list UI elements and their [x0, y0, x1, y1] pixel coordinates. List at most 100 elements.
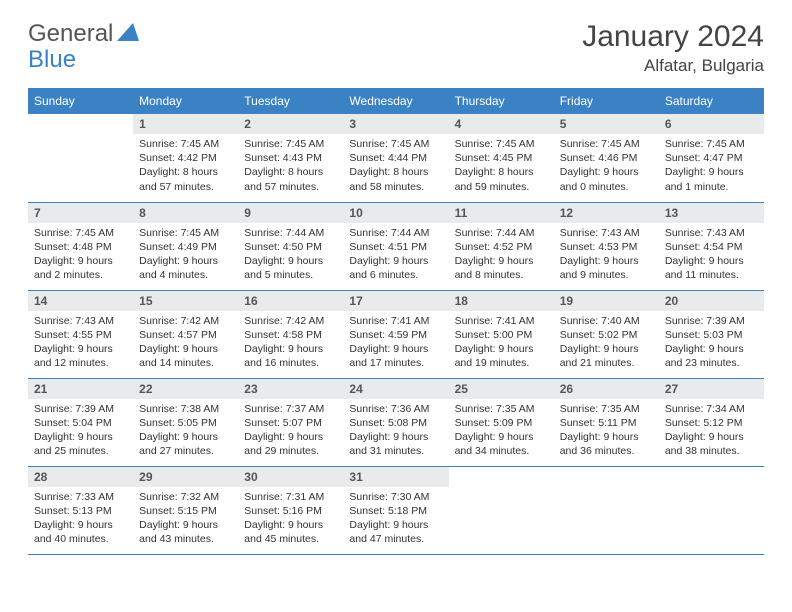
sunset-line: Sunset: 5:11 PM	[560, 416, 653, 430]
sunset-line: Sunset: 4:48 PM	[34, 240, 127, 254]
sunset-line: Sunset: 4:57 PM	[139, 328, 232, 342]
day-body: Sunrise: 7:36 AMSunset: 5:08 PMDaylight:…	[343, 399, 448, 465]
calendar-cell: 15Sunrise: 7:42 AMSunset: 4:57 PMDayligh…	[133, 290, 238, 378]
weekday-header: Sunday	[28, 88, 133, 114]
day-body: Sunrise: 7:43 AMSunset: 4:53 PMDaylight:…	[554, 223, 659, 289]
day-number: 7	[28, 203, 133, 223]
sunset-line: Sunset: 4:47 PM	[665, 151, 758, 165]
calendar-header-row: SundayMondayTuesdayWednesdayThursdayFrid…	[28, 88, 764, 114]
calendar-cell: 5Sunrise: 7:45 AMSunset: 4:46 PMDaylight…	[554, 114, 659, 202]
sunset-line: Sunset: 5:02 PM	[560, 328, 653, 342]
daylight-line: Daylight: 9 hours and 11 minutes.	[665, 254, 758, 282]
day-number: 14	[28, 291, 133, 311]
sunset-line: Sunset: 4:52 PM	[455, 240, 548, 254]
daylight-line: Daylight: 8 hours and 59 minutes.	[455, 165, 548, 193]
daylight-line: Daylight: 9 hours and 4 minutes.	[139, 254, 232, 282]
day-number: 29	[133, 467, 238, 487]
day-number: 4	[449, 114, 554, 134]
daylight-line: Daylight: 9 hours and 25 minutes.	[34, 430, 127, 458]
calendar-cell: 4Sunrise: 7:45 AMSunset: 4:45 PMDaylight…	[449, 114, 554, 202]
sunrise-line: Sunrise: 7:45 AM	[244, 137, 337, 151]
sunrise-line: Sunrise: 7:32 AM	[139, 490, 232, 504]
sunset-line: Sunset: 5:12 PM	[665, 416, 758, 430]
day-body: Sunrise: 7:41 AMSunset: 5:00 PMDaylight:…	[449, 311, 554, 377]
calendar-cell: 11Sunrise: 7:44 AMSunset: 4:52 PMDayligh…	[449, 202, 554, 290]
day-number: 30	[238, 467, 343, 487]
sunrise-line: Sunrise: 7:39 AM	[34, 402, 127, 416]
sunset-line: Sunset: 5:07 PM	[244, 416, 337, 430]
day-body: Sunrise: 7:45 AMSunset: 4:45 PMDaylight:…	[449, 134, 554, 200]
daylight-line: Daylight: 9 hours and 6 minutes.	[349, 254, 442, 282]
calendar-cell: 3Sunrise: 7:45 AMSunset: 4:44 PMDaylight…	[343, 114, 448, 202]
day-body: Sunrise: 7:31 AMSunset: 5:16 PMDaylight:…	[238, 487, 343, 553]
sunrise-line: Sunrise: 7:37 AM	[244, 402, 337, 416]
sunrise-line: Sunrise: 7:45 AM	[139, 137, 232, 151]
day-number: 18	[449, 291, 554, 311]
sunrise-line: Sunrise: 7:45 AM	[455, 137, 548, 151]
day-number: 31	[343, 467, 448, 487]
calendar-cell: 31Sunrise: 7:30 AMSunset: 5:18 PMDayligh…	[343, 466, 448, 554]
calendar-body: 1Sunrise: 7:45 AMSunset: 4:42 PMDaylight…	[28, 114, 764, 554]
title-block: January 2024 Alfatar, Bulgaria	[582, 20, 764, 76]
weekday-header: Tuesday	[238, 88, 343, 114]
calendar-cell: 8Sunrise: 7:45 AMSunset: 4:49 PMDaylight…	[133, 202, 238, 290]
calendar-cell: 2Sunrise: 7:45 AMSunset: 4:43 PMDaylight…	[238, 114, 343, 202]
sunrise-line: Sunrise: 7:44 AM	[455, 226, 548, 240]
sunset-line: Sunset: 5:08 PM	[349, 416, 442, 430]
day-body: Sunrise: 7:37 AMSunset: 5:07 PMDaylight:…	[238, 399, 343, 465]
calendar-row: 1Sunrise: 7:45 AMSunset: 4:42 PMDaylight…	[28, 114, 764, 202]
calendar-cell-empty	[28, 114, 133, 202]
sunset-line: Sunset: 5:03 PM	[665, 328, 758, 342]
sunset-line: Sunset: 5:18 PM	[349, 504, 442, 518]
calendar-cell: 30Sunrise: 7:31 AMSunset: 5:16 PMDayligh…	[238, 466, 343, 554]
weekday-header: Thursday	[449, 88, 554, 114]
header: General January 2024 Alfatar, Bulgaria	[28, 20, 764, 76]
calendar-cell: 16Sunrise: 7:42 AMSunset: 4:58 PMDayligh…	[238, 290, 343, 378]
sunrise-line: Sunrise: 7:44 AM	[244, 226, 337, 240]
daylight-line: Daylight: 9 hours and 23 minutes.	[665, 342, 758, 370]
day-number: 16	[238, 291, 343, 311]
day-number: 17	[343, 291, 448, 311]
weekday-header: Saturday	[659, 88, 764, 114]
daylight-line: Daylight: 9 hours and 0 minutes.	[560, 165, 653, 193]
day-number: 3	[343, 114, 448, 134]
day-body: Sunrise: 7:33 AMSunset: 5:13 PMDaylight:…	[28, 487, 133, 553]
day-body: Sunrise: 7:35 AMSunset: 5:09 PMDaylight:…	[449, 399, 554, 465]
sunrise-line: Sunrise: 7:45 AM	[665, 137, 758, 151]
day-body: Sunrise: 7:43 AMSunset: 4:54 PMDaylight:…	[659, 223, 764, 289]
day-number: 1	[133, 114, 238, 134]
calendar-cell: 14Sunrise: 7:43 AMSunset: 4:55 PMDayligh…	[28, 290, 133, 378]
day-number: 19	[554, 291, 659, 311]
sunrise-line: Sunrise: 7:43 AM	[34, 314, 127, 328]
calendar-cell: 27Sunrise: 7:34 AMSunset: 5:12 PMDayligh…	[659, 378, 764, 466]
sunrise-line: Sunrise: 7:35 AM	[560, 402, 653, 416]
day-number: 21	[28, 379, 133, 399]
sunset-line: Sunset: 4:51 PM	[349, 240, 442, 254]
day-body: Sunrise: 7:42 AMSunset: 4:58 PMDaylight:…	[238, 311, 343, 377]
daylight-line: Daylight: 9 hours and 31 minutes.	[349, 430, 442, 458]
sunset-line: Sunset: 5:05 PM	[139, 416, 232, 430]
day-number: 25	[449, 379, 554, 399]
daylight-line: Daylight: 9 hours and 27 minutes.	[139, 430, 232, 458]
day-body: Sunrise: 7:45 AMSunset: 4:46 PMDaylight:…	[554, 134, 659, 200]
sunrise-line: Sunrise: 7:45 AM	[34, 226, 127, 240]
day-body: Sunrise: 7:44 AMSunset: 4:51 PMDaylight:…	[343, 223, 448, 289]
sunrise-line: Sunrise: 7:34 AM	[665, 402, 758, 416]
calendar-cell: 26Sunrise: 7:35 AMSunset: 5:11 PMDayligh…	[554, 378, 659, 466]
daylight-line: Daylight: 9 hours and 1 minute.	[665, 165, 758, 193]
day-body: Sunrise: 7:45 AMSunset: 4:43 PMDaylight:…	[238, 134, 343, 200]
sunrise-line: Sunrise: 7:39 AM	[665, 314, 758, 328]
calendar-cell-empty	[554, 466, 659, 554]
daylight-line: Daylight: 9 hours and 40 minutes.	[34, 518, 127, 546]
daylight-line: Daylight: 9 hours and 8 minutes.	[455, 254, 548, 282]
day-body: Sunrise: 7:30 AMSunset: 5:18 PMDaylight:…	[343, 487, 448, 553]
day-number: 6	[659, 114, 764, 134]
day-number: 24	[343, 379, 448, 399]
calendar-table: SundayMondayTuesdayWednesdayThursdayFrid…	[28, 88, 764, 555]
daylight-line: Daylight: 8 hours and 57 minutes.	[244, 165, 337, 193]
day-number: 23	[238, 379, 343, 399]
daylight-line: Daylight: 8 hours and 57 minutes.	[139, 165, 232, 193]
day-body: Sunrise: 7:40 AMSunset: 5:02 PMDaylight:…	[554, 311, 659, 377]
calendar-cell: 7Sunrise: 7:45 AMSunset: 4:48 PMDaylight…	[28, 202, 133, 290]
day-number: 5	[554, 114, 659, 134]
